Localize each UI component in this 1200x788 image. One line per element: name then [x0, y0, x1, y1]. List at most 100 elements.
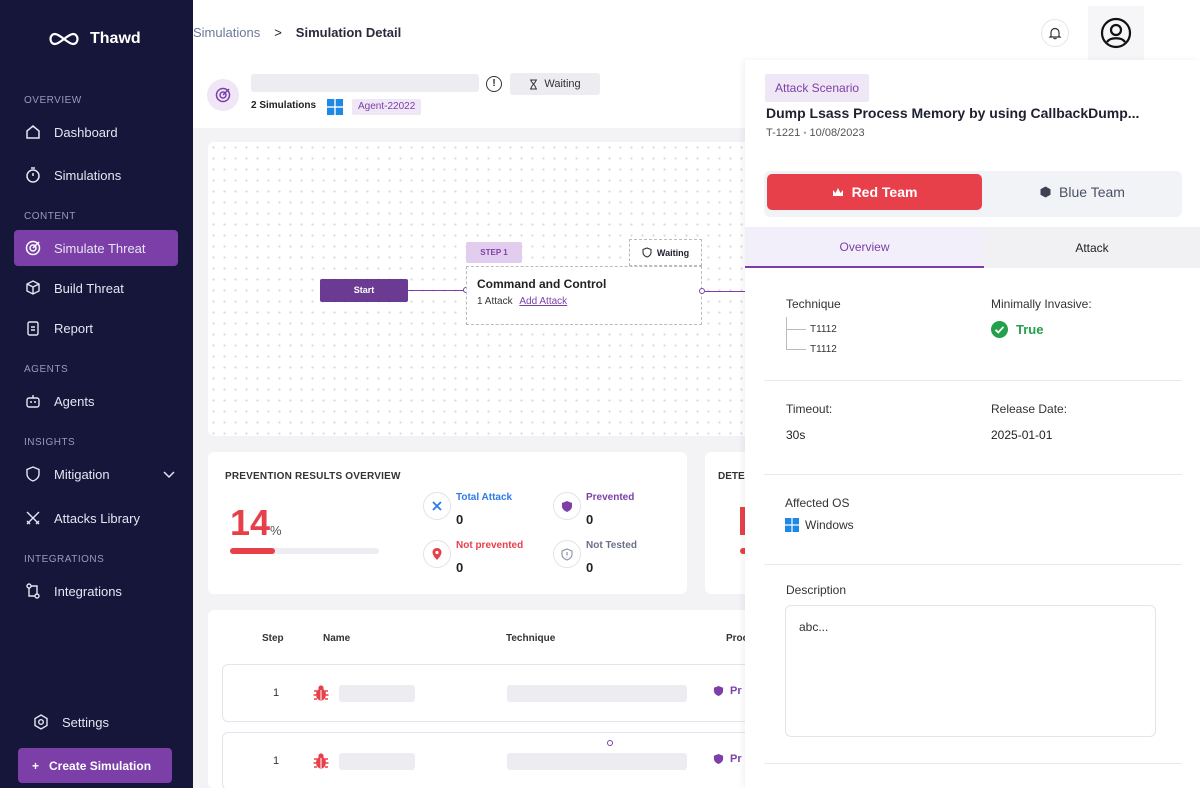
stat-value: 0: [456, 512, 464, 527]
simulation-header: ! Waiting 2 Simulations Agent-22022: [193, 62, 745, 128]
red-team-button[interactable]: Red Team: [767, 174, 982, 210]
top-bar: Simulations > Simulation Detail: [193, 0, 1200, 62]
scenario-id: T-1221: [766, 127, 801, 139]
chevron-down-icon[interactable]: [162, 467, 176, 481]
breadcrumb-simulations[interactable]: Simulations: [193, 25, 261, 40]
tab-attack[interactable]: Attack: [984, 227, 1200, 268]
connector-line: [408, 290, 466, 291]
connector-dot[interactable]: [699, 288, 705, 294]
attack-count: 1 Attack: [477, 296, 513, 307]
column-step: Step: [262, 633, 284, 644]
table-row[interactable]: 1 Pr: [222, 664, 752, 722]
create-simulation-button[interactable]: + Create Simulation: [18, 748, 172, 783]
stat-label: Not prevented: [456, 540, 524, 551]
sidebar-item-label: Simulations: [54, 167, 122, 183]
shield-icon: [713, 753, 724, 765]
settings-icon: [34, 714, 48, 730]
simulation-count: 2 Simulations: [251, 100, 317, 111]
sidebar-item-label: Build Threat: [54, 280, 124, 296]
breadcrumb-current: Simulation Detail: [295, 25, 402, 40]
sidebar-item-mitigation[interactable]: Mitigation: [14, 456, 178, 492]
user-avatar-button[interactable]: [1088, 6, 1144, 60]
column-name: Name: [323, 633, 351, 644]
prevention-title: PREVENTION RESULTS OVERVIEW: [225, 471, 401, 482]
row-step: 1: [273, 755, 280, 767]
sidebar-item-label: Simulate Threat: [54, 240, 146, 256]
progress-fill: [230, 548, 275, 554]
info-icon[interactable]: !: [486, 76, 502, 92]
sidebar-item-simulate-threat[interactable]: Simulate Threat: [14, 230, 178, 266]
shield-icon: [713, 685, 724, 697]
sidebar-item-simulations[interactable]: Simulations: [14, 157, 178, 193]
name-placeholder: [339, 753, 415, 770]
connector-dot: [607, 740, 613, 746]
process-text: Pr: [730, 685, 742, 697]
process-text: Pr: [730, 753, 742, 765]
title-placeholder: [251, 74, 479, 92]
section-integrations: INTEGRATIONS: [24, 554, 105, 565]
shield-alert-icon: [553, 540, 581, 568]
release-date-value: 2025-01-01: [991, 428, 1053, 442]
stat-value: 0: [456, 560, 464, 575]
bug-icon: [313, 685, 329, 701]
integrations-icon: [26, 583, 40, 599]
crossed-swords-icon: [26, 511, 40, 525]
add-attack-link[interactable]: Add Attack: [519, 296, 568, 307]
detection-percent-fragment: [740, 507, 746, 535]
tab-overview[interactable]: Overview: [745, 227, 984, 268]
scenario-title: Dump Lsass Process Memory by using Callb…: [766, 105, 1140, 121]
target-icon: [25, 240, 41, 256]
section-overview: OVERVIEW: [24, 95, 82, 106]
invasive-value: True: [991, 321, 1043, 338]
sidebar-item-label: Mitigation: [54, 466, 110, 482]
table-row[interactable]: 1 Pr: [222, 732, 752, 788]
connector-line: [705, 291, 768, 292]
technique-item: T1112: [810, 324, 837, 335]
sidebar-item-report[interactable]: Report: [14, 310, 178, 346]
crown-icon: [832, 188, 843, 196]
bell-icon: [1048, 27, 1062, 40]
invasive-text: True: [1016, 322, 1044, 337]
stat-label: Total Attack: [456, 492, 513, 503]
divider: [764, 474, 1182, 475]
technique-item: T1112: [810, 344, 837, 355]
step-node[interactable]: Command and Control 1 Attack Add Attack: [466, 266, 702, 325]
breadcrumb: Simulations > Simulation Detail: [193, 25, 401, 40]
scenario-meta: T-1221 • 10/08/2023: [766, 127, 865, 139]
release-date-label: Release Date:: [991, 402, 1068, 416]
column-process: Proc: [726, 633, 749, 644]
blue-team-button[interactable]: Blue Team: [986, 174, 1179, 210]
start-node[interactable]: Start: [320, 279, 408, 302]
notifications-button[interactable]: [1041, 19, 1069, 47]
sidebar-item-label: Report: [54, 320, 94, 336]
prevention-progress-bar: [230, 548, 379, 554]
sidebar-item-build-threat[interactable]: Build Threat: [14, 270, 178, 306]
bug-icon: [313, 753, 329, 769]
cube-icon: [26, 280, 40, 295]
sidebar-item-attacks-library[interactable]: Attacks Library: [14, 500, 178, 536]
sidebar-item-dashboard[interactable]: Dashboard: [14, 114, 178, 150]
clipboard-icon: [27, 321, 39, 336]
sidebar-item-settings[interactable]: Settings: [22, 704, 186, 740]
section-insights: INSIGHTS: [24, 437, 76, 448]
agent-badge[interactable]: Agent-22022: [352, 99, 422, 115]
section-content: CONTENT: [24, 211, 76, 222]
sidebar-item-integrations[interactable]: Integrations: [14, 573, 178, 609]
sidebar-item-label: Settings: [62, 714, 109, 730]
invasive-label: Minimally Invasive:: [991, 297, 1092, 311]
windows-icon: [327, 99, 343, 115]
attack-scenario-badge: Attack Scenario: [765, 74, 870, 102]
sidebar-item-label: Attacks Library: [54, 510, 140, 526]
shield-check-icon: [553, 492, 581, 520]
step-status: Waiting: [629, 239, 702, 266]
hexagon-icon: [1040, 186, 1051, 198]
workflow-canvas[interactable]: Start STEP 1 Waiting Command and Control…: [208, 142, 768, 436]
check-circle-icon: [991, 321, 1008, 338]
app-logo[interactable]: Thawd: [46, 30, 141, 48]
timeout-value: 30s: [786, 428, 806, 442]
step-status-text: Waiting: [656, 247, 690, 258]
tree-line: [786, 317, 806, 330]
row-process: Pr: [713, 685, 742, 697]
app-name: Thawd: [90, 30, 141, 47]
sidebar-item-agents[interactable]: Agents: [14, 383, 178, 419]
